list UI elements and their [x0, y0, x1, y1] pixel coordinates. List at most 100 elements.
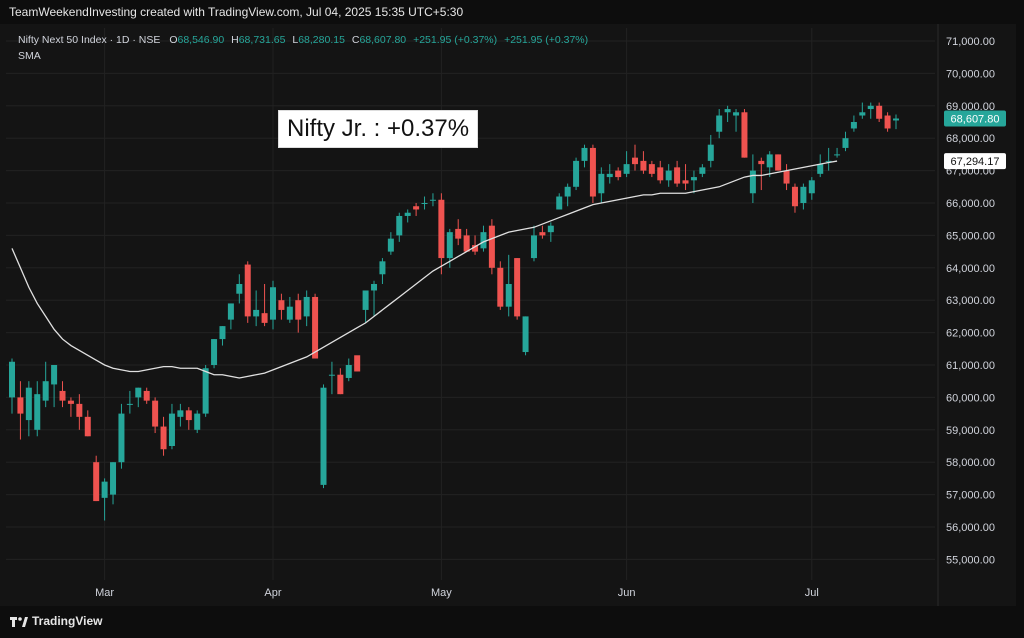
candle-body: [632, 157, 639, 165]
candle-body: [345, 365, 352, 378]
candle-body: [446, 232, 453, 259]
candle-body: [640, 160, 647, 171]
candle-body: [783, 170, 790, 184]
x-tick-label: Jul: [805, 587, 819, 599]
candle-body: [211, 339, 218, 365]
candle-body: [219, 326, 226, 340]
candle-body: [286, 306, 293, 320]
candle-body: [775, 154, 782, 171]
candle-body: [244, 264, 251, 317]
candle-body: [530, 235, 537, 259]
candle-body: [615, 170, 622, 178]
candle-body: [699, 167, 706, 174]
candle-body: [152, 400, 159, 427]
candle-body: [472, 245, 479, 252]
candle-body: [488, 225, 495, 268]
candle-body: [34, 394, 41, 430]
chart-frame[interactable]: [0, 24, 1016, 606]
candle-body: [261, 313, 268, 323]
candle-body: [598, 173, 605, 194]
candle-body: [126, 403, 133, 405]
candle-body: [867, 105, 874, 110]
candle-body: [749, 170, 756, 194]
candle-body: [135, 387, 142, 398]
candle-body: [682, 180, 689, 184]
candle-body: [396, 215, 403, 236]
candle-body: [573, 160, 580, 187]
candle-body: [42, 381, 49, 401]
candle-body: [480, 232, 487, 249]
y-tick-label: 68,000.00: [946, 133, 995, 145]
candle-body: [522, 316, 529, 353]
candle-body: [690, 177, 697, 181]
candle-body: [143, 390, 150, 401]
candle-body: [371, 284, 378, 291]
candle-body: [825, 160, 832, 162]
candle-body: [834, 154, 841, 156]
candle-body: [547, 225, 554, 233]
high-label: H: [231, 34, 239, 46]
candle-body: [733, 112, 740, 116]
candle-body: [185, 410, 192, 421]
candle-body: [194, 413, 201, 430]
chart-title: TeamWeekendInvesting created with Tradin…: [0, 0, 1024, 24]
y-tick-label: 64,000.00: [946, 263, 995, 275]
tradingview-brand: TradingView: [32, 614, 103, 628]
candle-body: [876, 105, 883, 119]
candle-body: [118, 413, 125, 463]
candle-body: [564, 186, 571, 197]
y-tick-label: 66,000.00: [946, 198, 995, 210]
candle-body: [101, 481, 108, 498]
candle-body: [581, 147, 588, 161]
candle-body: [893, 118, 899, 121]
candle-body: [716, 115, 723, 132]
candle-body: [362, 290, 369, 310]
candle-body: [9, 361, 15, 398]
candle-body: [25, 387, 32, 421]
candle-body: [514, 258, 521, 317]
footer: TradingView: [0, 606, 1024, 638]
candle-body: [421, 203, 428, 204]
candle-body: [758, 160, 765, 165]
candle-body: [859, 112, 866, 116]
candle-body: [177, 410, 184, 417]
sma-price-marker: [944, 153, 1006, 170]
annotation-box: Nifty Jr. : +0.37%: [278, 110, 479, 148]
candle-body: [674, 167, 681, 184]
candle-body: [438, 199, 445, 259]
high-value: 68,731.65: [238, 34, 286, 46]
y-tick-label: 55,000.00: [946, 554, 995, 566]
candle-body: [202, 368, 209, 414]
candle-body: [404, 212, 411, 216]
y-tick-label: 60,000.00: [946, 392, 995, 404]
change-value: +251.95 (+0.37%): [413, 34, 498, 46]
candle-body: [556, 196, 563, 210]
candle-body: [328, 374, 335, 376]
candle-body: [320, 387, 327, 485]
candle-body: [800, 186, 807, 203]
candle-body: [648, 164, 655, 174]
sma-indicator-label[interactable]: SMA: [18, 50, 41, 62]
candle-body: [791, 186, 798, 207]
x-tick-label: Mar: [95, 587, 114, 599]
y-tick-label: 70,000.00: [946, 68, 995, 80]
candle-body: [354, 355, 361, 372]
candle-body: [657, 167, 664, 181]
candle-body: [463, 235, 470, 252]
candle-body: [337, 374, 344, 395]
ohlc-legend: Nifty Next 50 Index · 1D · NSE O68,546.9…: [18, 34, 588, 46]
y-tick-label: 63,000.00: [946, 295, 995, 307]
x-tick-label: Jun: [618, 587, 636, 599]
candle-body: [665, 170, 672, 181]
candle-body: [67, 400, 74, 404]
candle-body: [589, 147, 596, 197]
x-tick-label: Apr: [264, 587, 281, 599]
candle-body: [17, 397, 24, 414]
candle-body: [884, 115, 891, 129]
low-value: 68,280.15: [298, 34, 345, 46]
candle-body: [387, 238, 394, 252]
close-value: 68,607.80: [359, 34, 407, 46]
candle-body: [850, 122, 857, 129]
candle-body: [160, 426, 167, 450]
